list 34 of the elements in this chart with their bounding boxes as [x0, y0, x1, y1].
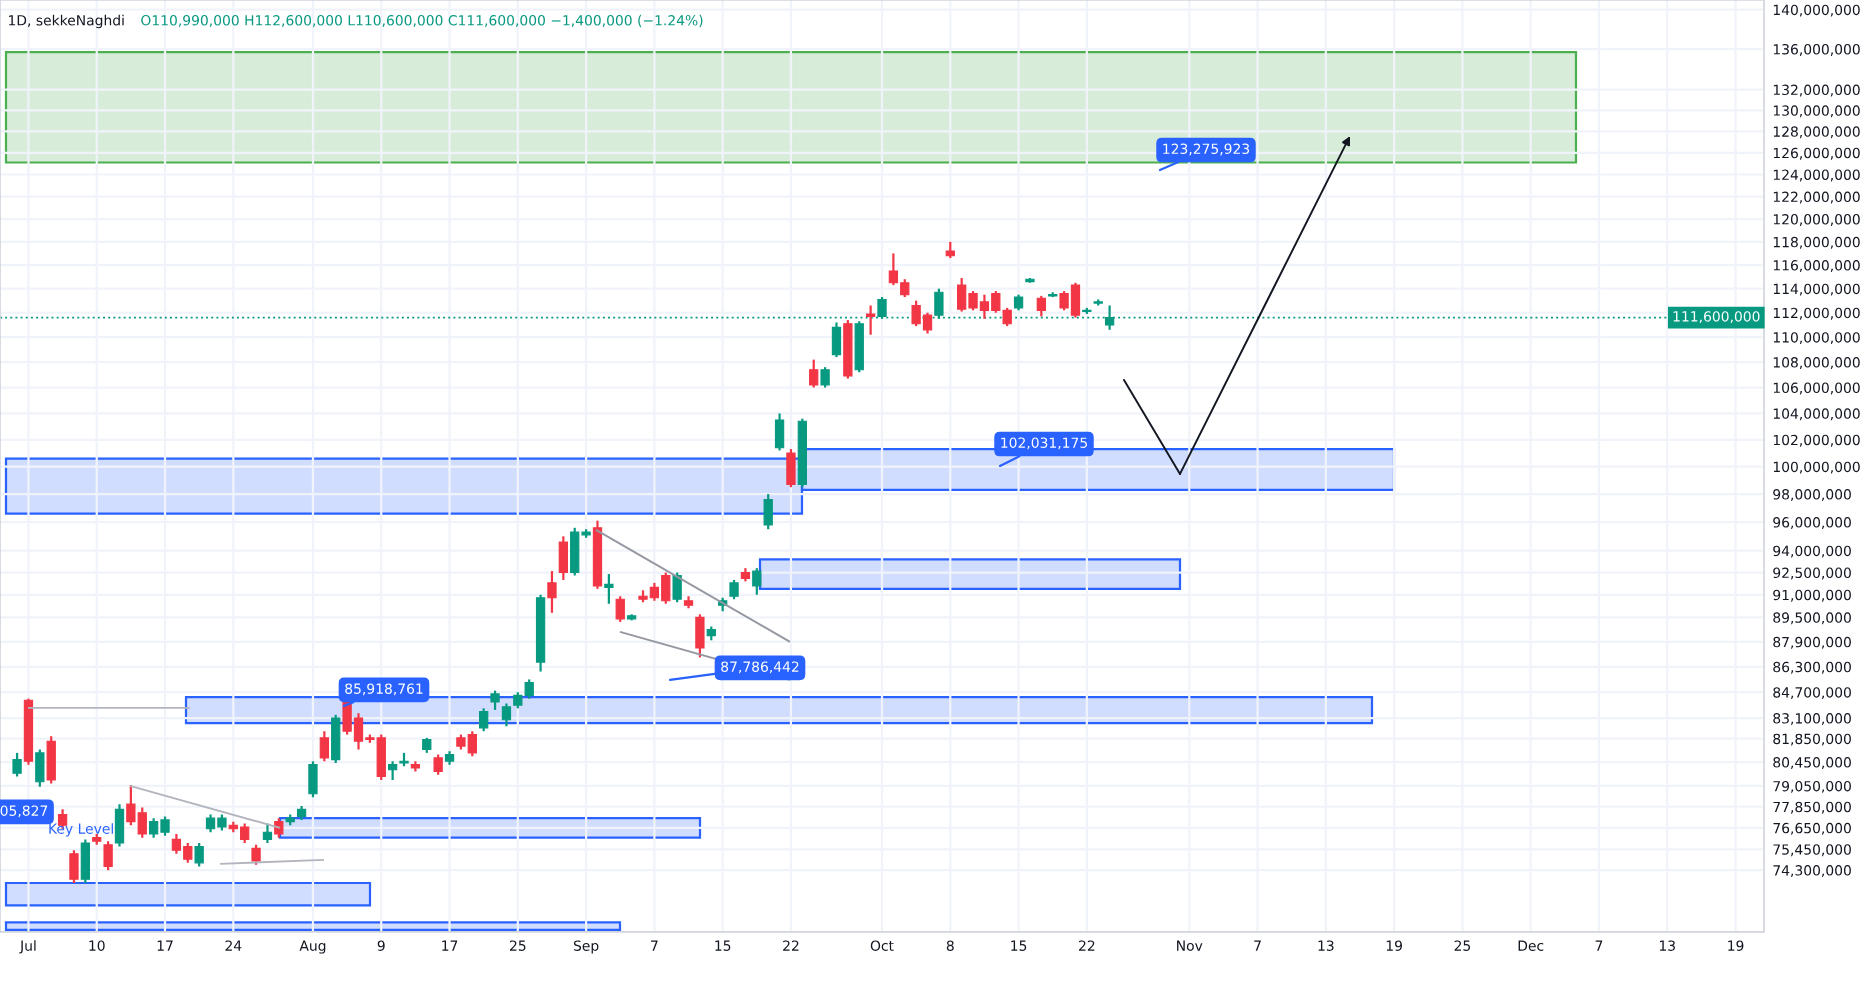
candlestick — [615, 595, 625, 624]
candlestick — [80, 838, 91, 885]
candlestick — [331, 713, 341, 765]
candlestick — [46, 735, 56, 785]
candlestick — [1036, 294, 1046, 318]
candlestick — [433, 753, 443, 776]
candlestick — [490, 689, 500, 712]
candlestick — [387, 760, 398, 782]
candlestick — [319, 730, 330, 763]
candlestick — [865, 304, 876, 336]
candlestick — [479, 707, 489, 733]
candlestick — [194, 841, 204, 868]
candlestick — [501, 702, 512, 728]
candlestick — [69, 849, 79, 885]
candlestick — [12, 751, 22, 778]
candlestick — [558, 535, 568, 582]
candlestick — [251, 843, 261, 866]
candlestick — [752, 567, 762, 596]
candlestick — [308, 760, 318, 799]
candlestick — [854, 320, 864, 374]
candlestick — [695, 613, 705, 659]
candlestick — [809, 358, 819, 389]
candlestick — [786, 448, 796, 489]
candlestick — [262, 822, 273, 845]
candlestick — [35, 748, 45, 788]
candlestick — [729, 578, 739, 601]
candlestick — [114, 803, 125, 848]
candlestick — [103, 840, 113, 872]
candlestick — [672, 571, 682, 604]
candlestick — [820, 366, 830, 389]
candlestick — [763, 493, 773, 531]
candlestick — [547, 569, 557, 614]
candlestick — [774, 412, 785, 452]
candlestick — [604, 572, 614, 605]
